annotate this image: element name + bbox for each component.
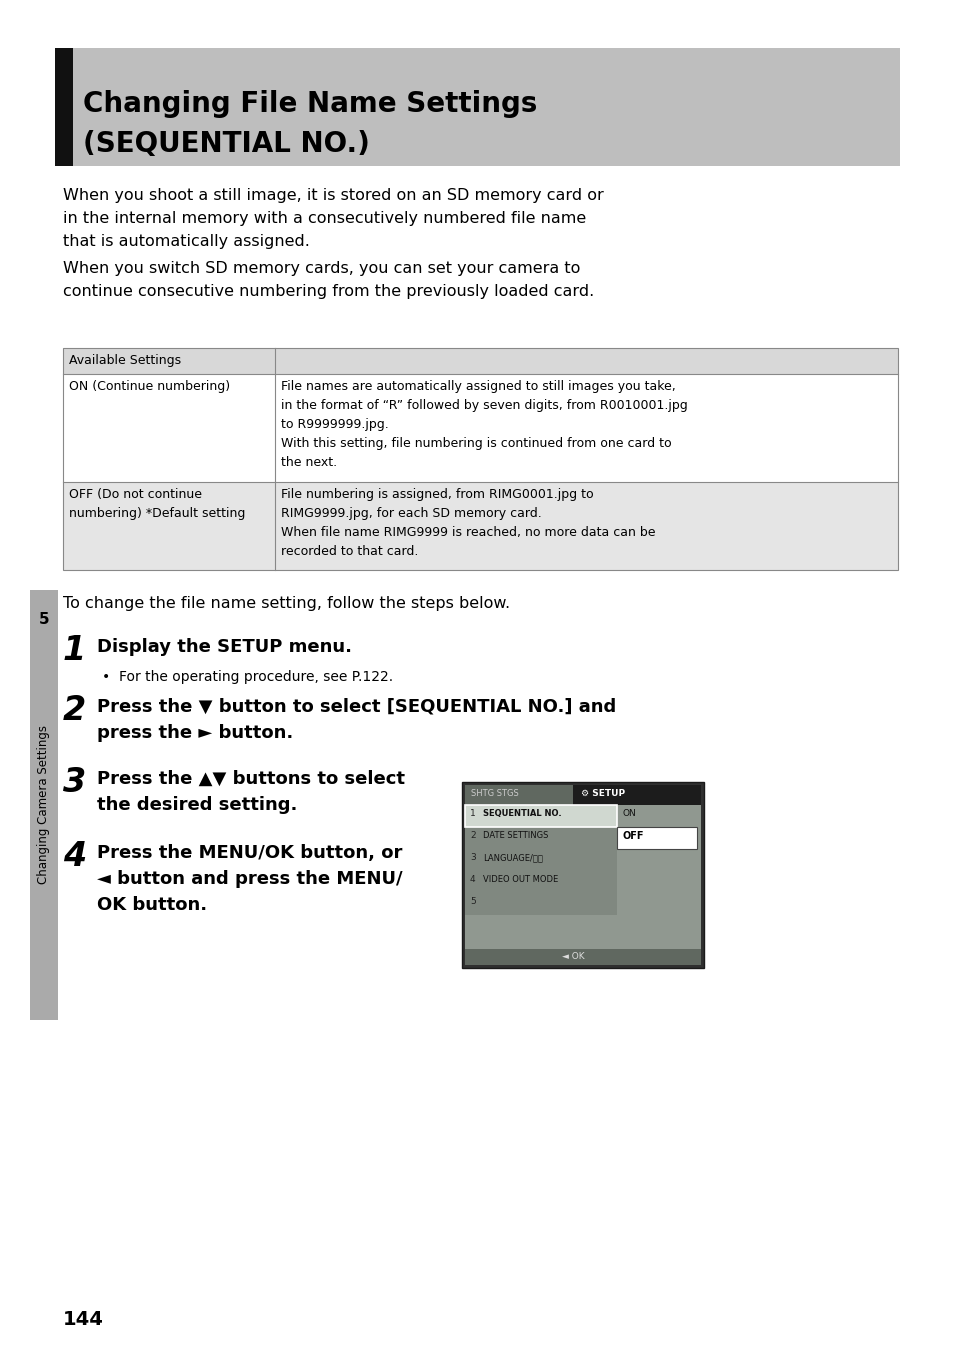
Text: 1: 1	[470, 809, 476, 817]
Text: ⚙︎ SETUP: ⚙︎ SETUP	[580, 789, 624, 798]
Bar	[464, 827, 617, 848]
Text: OFF: OFF	[622, 831, 644, 842]
Bar	[63, 482, 897, 570]
Text: (SEQUENTIAL NO.): (SEQUENTIAL NO.)	[83, 130, 370, 158]
Text: SEQUENTIAL NO.: SEQUENTIAL NO.	[482, 809, 561, 817]
Text: to R9999999.jpg.: to R9999999.jpg.	[281, 417, 388, 431]
Text: 1: 1	[63, 634, 86, 667]
Text: VIDEO OUT MODE: VIDEO OUT MODE	[482, 875, 558, 884]
Text: •  For the operating procedure, see P.122.: • For the operating procedure, see P.122…	[102, 670, 393, 684]
Bar	[573, 785, 700, 805]
Text: 3: 3	[63, 766, 86, 798]
Text: Available Settings: Available Settings	[69, 354, 181, 367]
Text: 144: 144	[63, 1310, 104, 1329]
Text: 5: 5	[39, 612, 50, 627]
Text: File names are automatically assigned to still images you take,: File names are automatically assigned to…	[281, 380, 675, 393]
Text: To change the file name setting, follow the steps below.: To change the file name setting, follow …	[63, 596, 510, 611]
Text: the next.: the next.	[281, 457, 336, 469]
Text: ON: ON	[622, 809, 636, 817]
Bar	[464, 893, 617, 915]
Bar	[55, 49, 73, 166]
Text: Press the ▲▼ buttons to select: Press the ▲▼ buttons to select	[97, 770, 405, 788]
Text: ◄ OK: ◄ OK	[561, 952, 583, 961]
Text: 4: 4	[63, 840, 86, 873]
Bar	[63, 349, 897, 570]
Text: 3: 3	[470, 852, 476, 862]
Text: in the internal memory with a consecutively numbered file name: in the internal memory with a consecutiv…	[63, 211, 586, 226]
Text: Changing Camera Settings: Changing Camera Settings	[37, 725, 51, 885]
Bar	[464, 805, 617, 827]
Text: OK button.: OK button.	[97, 896, 207, 915]
Bar	[63, 374, 897, 482]
Bar	[464, 848, 617, 871]
Bar	[617, 827, 697, 848]
Text: Press the MENU/OK button, or: Press the MENU/OK button, or	[97, 844, 402, 862]
Text: When you shoot a still image, it is stored on an SD memory card or: When you shoot a still image, it is stor…	[63, 188, 603, 203]
Text: With this setting, file numbering is continued from one card to: With this setting, file numbering is con…	[281, 436, 671, 450]
Text: 2: 2	[63, 694, 86, 727]
Text: OFF (Do not continue: OFF (Do not continue	[69, 488, 202, 501]
Text: When you switch SD memory cards, you can set your camera to: When you switch SD memory cards, you can…	[63, 261, 579, 276]
Text: Display the SETUP menu.: Display the SETUP menu.	[97, 638, 352, 657]
Text: the desired setting.: the desired setting.	[97, 796, 297, 815]
Text: LANGUAGE/言語: LANGUAGE/言語	[482, 852, 542, 862]
Bar	[63, 349, 897, 374]
Bar	[461, 782, 703, 969]
Bar	[464, 785, 700, 805]
Text: numbering) *Default setting: numbering) *Default setting	[69, 507, 245, 520]
Text: continue consecutive numbering from the previously loaded card.: continue consecutive numbering from the …	[63, 284, 594, 299]
Text: recorded to that card.: recorded to that card.	[281, 544, 418, 558]
Text: ◄ button and press the MENU/: ◄ button and press the MENU/	[97, 870, 402, 888]
Text: File numbering is assigned, from RIMG0001.jpg to: File numbering is assigned, from RIMG000…	[281, 488, 593, 501]
Text: SHTG STGS: SHTG STGS	[471, 789, 518, 798]
Text: 5: 5	[470, 897, 476, 907]
Bar	[617, 805, 700, 915]
Text: that is automatically assigned.: that is automatically assigned.	[63, 234, 310, 249]
Text: 4: 4	[470, 875, 476, 884]
Text: RIMG9999.jpg, for each SD memory card.: RIMG9999.jpg, for each SD memory card.	[281, 507, 541, 520]
Text: ON (Continue numbering): ON (Continue numbering)	[69, 380, 230, 393]
Text: Changing File Name Settings: Changing File Name Settings	[83, 91, 537, 118]
Text: 2: 2	[470, 831, 476, 840]
Bar	[30, 590, 58, 1020]
Bar	[55, 49, 899, 166]
Text: DATE SETTINGS: DATE SETTINGS	[482, 831, 548, 840]
Text: Press the ▼ button to select [SEQUENTIAL NO.] and: Press the ▼ button to select [SEQUENTIAL…	[97, 698, 616, 716]
Bar	[464, 871, 617, 893]
Bar	[464, 785, 700, 965]
Text: in the format of “R” followed by seven digits, from R0010001.jpg: in the format of “R” followed by seven d…	[281, 399, 687, 412]
Text: press the ► button.: press the ► button.	[97, 724, 293, 742]
Text: When file name RIMG9999 is reached, no more data can be: When file name RIMG9999 is reached, no m…	[281, 526, 655, 539]
Bar	[464, 948, 700, 965]
Bar	[464, 805, 617, 827]
